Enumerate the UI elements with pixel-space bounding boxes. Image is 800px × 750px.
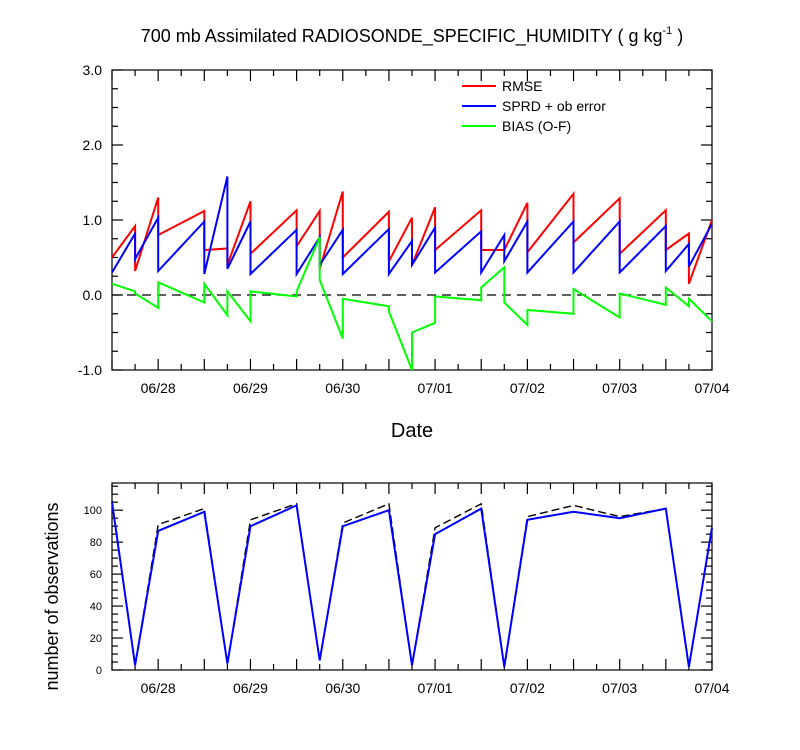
x-tick-label: 06/29 [233, 380, 268, 396]
x-tick-label: 06/28 [141, 380, 176, 396]
y-tick-label: 80 [90, 537, 102, 549]
chart-title: 700 mb Assimilated RADIOSONDE_SPECIFIC_H… [141, 25, 684, 47]
y-tick-label: 20 [90, 633, 102, 645]
y-tick-label: 60 [90, 569, 102, 581]
x-tick-label: 06/29 [233, 680, 268, 696]
x-tick-label: 07/01 [418, 380, 453, 396]
x-axis-label: Date [391, 420, 433, 442]
x-tick-label: 07/04 [694, 680, 729, 696]
x-tick-label: 07/02 [510, 380, 545, 396]
x-tick-label: 06/30 [325, 380, 360, 396]
diagnostics-plot: 06/28 06/29 06/30 07/01 07/02 07/03 07/04 -1.0 0… [78, 62, 730, 442]
x-tick-label: 07/02 [510, 680, 545, 696]
y-tick-label: 1.0 [83, 212, 103, 228]
observations-possible-series-line [111, 500, 713, 667]
bias-o-f-series-line [111, 236, 713, 371]
y-tick-label: 3.0 [83, 62, 103, 78]
y-tick-label: -1.0 [78, 362, 102, 378]
legend-label: RMSE [502, 78, 542, 94]
legend-label: BIAS (O-F) [502, 118, 571, 134]
y-tick-label: 0 [96, 665, 102, 677]
y-tick-label: 40 [90, 601, 102, 613]
x-tick-label: 07/01 [418, 680, 453, 696]
y-tick-label: 100 [84, 505, 102, 517]
x-tick-label: 07/03 [602, 680, 637, 696]
x-tick-label: 07/03 [602, 380, 637, 396]
y-tick-label: 0.0 [83, 287, 103, 303]
x-tick-label: 06/30 [325, 680, 360, 696]
sprd-ob-error-series-line [111, 176, 713, 278]
plot-frame [111, 482, 713, 671]
observations-used-series-line [111, 502, 713, 667]
y-tick-label: 2.0 [83, 137, 103, 153]
legend-label: SPRD + ob error [502, 98, 606, 114]
observations-plot: 06/28 06/29 06/30 07/01 07/02 07/03 07/04 0 20 40… [42, 482, 730, 696]
x-tick-label: 06/28 [141, 680, 176, 696]
legend: RMSE SPRD + ob error BIAS (O-F) [462, 78, 606, 134]
y-axis-label: number of observations [42, 502, 62, 690]
x-tick-label: 07/04 [694, 380, 729, 396]
